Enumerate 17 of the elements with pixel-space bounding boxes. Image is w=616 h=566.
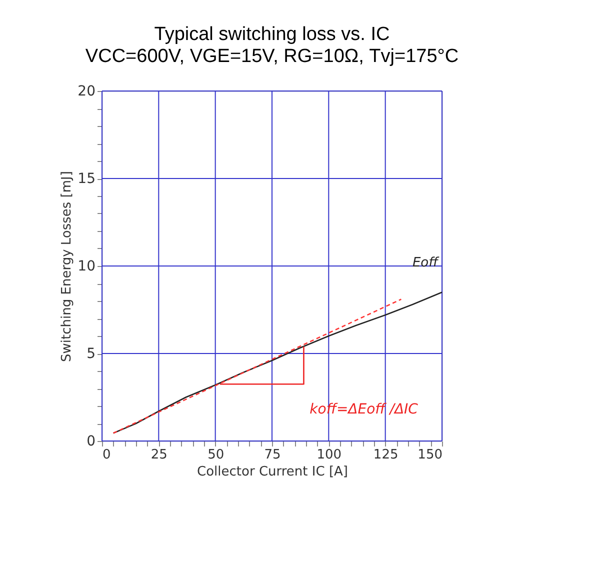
x-tick-label: 0 bbox=[102, 448, 111, 462]
y-tick-label: 10 bbox=[78, 258, 96, 274]
x-tick-label: 25 bbox=[150, 448, 168, 462]
y-tick-label: 5 bbox=[86, 346, 96, 362]
x-tick-label: 50 bbox=[208, 448, 224, 462]
y-axis-title: Switching Energy Losses [mJ] bbox=[60, 171, 75, 362]
y-tick-label: 15 bbox=[78, 171, 96, 187]
x-tick-label: 125 bbox=[373, 448, 398, 462]
line-series bbox=[112, 292, 443, 434]
y-tick-label: 0 bbox=[86, 434, 96, 450]
x-tick-label: 75 bbox=[264, 448, 281, 462]
x-axis-title: Collector Current IC [A] bbox=[197, 464, 348, 480]
x-tick-label: 150 bbox=[418, 448, 442, 462]
x-tick-label: 100 bbox=[316, 448, 342, 462]
chart-subtitle: VCC=600V, VGE=15V, RG=10Ω, Tvj=175°C bbox=[85, 46, 459, 67]
y-tick-label: 20 bbox=[78, 84, 96, 100]
chart-title: Typical switching loss vs. IC bbox=[154, 24, 390, 45]
